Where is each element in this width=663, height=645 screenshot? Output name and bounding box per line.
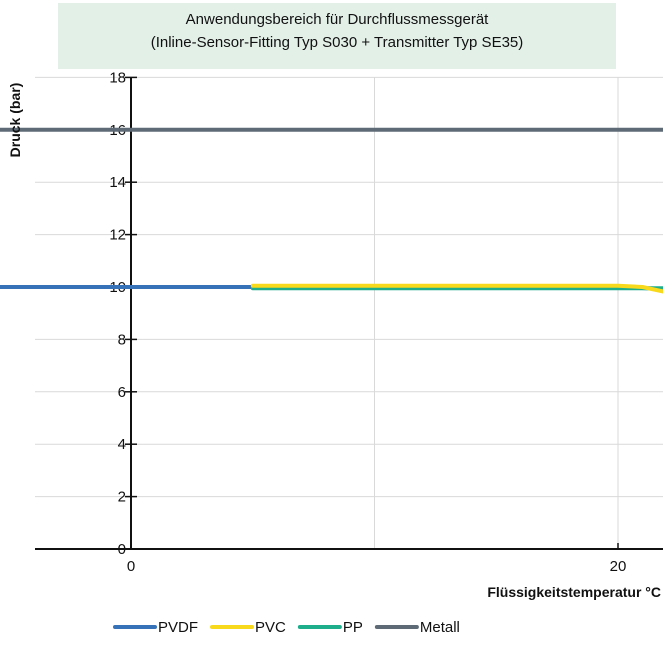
y-tick-label: 6	[118, 384, 126, 401]
series-line-pp	[250, 286, 663, 291]
legend-label: PP	[343, 619, 363, 636]
legend-item-pvc: PVC	[210, 619, 286, 636]
y-tick-label: 14	[109, 174, 126, 191]
chart-subtitle: (Inline-Sensor-Fitting Typ S030 + Transm…	[151, 34, 524, 51]
legend: PVDF PVC PP Metall	[113, 619, 460, 636]
legend-item-pvdf: PVDF	[113, 619, 198, 636]
y-tick-label: 4	[118, 436, 126, 453]
title-box	[58, 3, 616, 69]
legend-label: PVDF	[158, 619, 198, 636]
y-tick-label: 8	[118, 331, 126, 348]
y-tick-label: 0	[118, 541, 126, 558]
x-tick-label: 20	[610, 558, 627, 575]
x-axis-title: Flüssigkeitstemperatur °C	[487, 584, 661, 600]
axes	[35, 76, 663, 550]
legend-label: PVC	[255, 619, 286, 636]
legend-item-pp: PP	[297, 619, 363, 636]
tick-labels: -20020406080100024681012141618	[109, 69, 627, 575]
series-line-pvc	[250, 283, 663, 294]
series	[0, 127, 663, 294]
y-tick-label: 12	[109, 227, 126, 244]
y-tick-label: 18	[109, 69, 126, 86]
series-line-pvdf	[0, 285, 663, 291]
legend-label: Metall	[420, 619, 460, 636]
x-tick-label: 0	[127, 558, 135, 575]
y-tick-label: 2	[118, 489, 126, 506]
legend-item-metall: Metall	[374, 619, 460, 636]
chart-title: Anwendungsbereich für Durchflussmessgerä…	[186, 11, 489, 28]
y-axis-title: Druck (bar)	[7, 83, 23, 158]
grid	[35, 76, 663, 549]
